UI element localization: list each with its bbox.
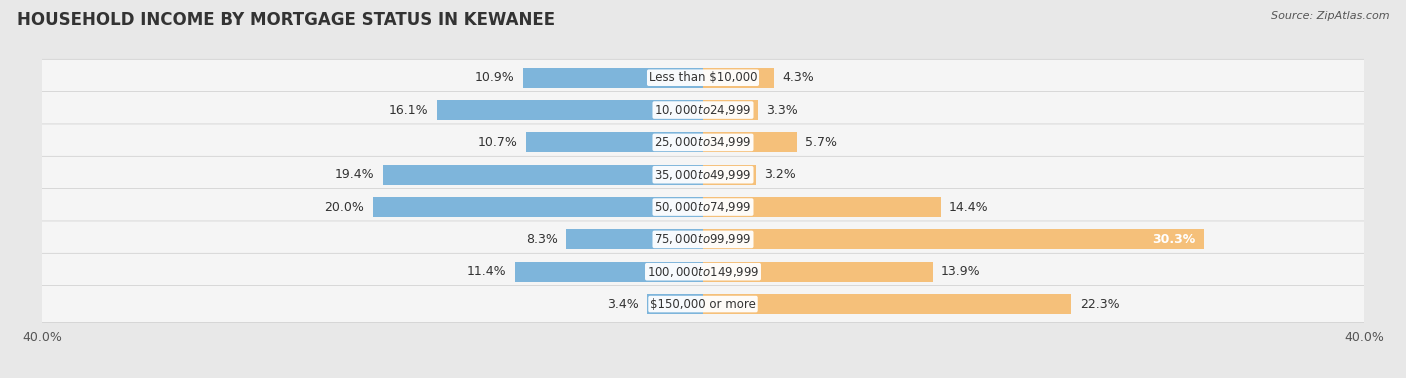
Bar <box>526 132 703 152</box>
Bar <box>565 229 703 249</box>
FancyBboxPatch shape <box>30 156 1376 193</box>
FancyBboxPatch shape <box>30 124 1376 161</box>
Text: $25,000 to $34,999: $25,000 to $34,999 <box>654 135 752 149</box>
Text: 11.4%: 11.4% <box>467 265 506 278</box>
Text: 22.3%: 22.3% <box>1080 297 1119 311</box>
FancyBboxPatch shape <box>30 253 1376 290</box>
Text: Less than $10,000: Less than $10,000 <box>648 71 758 84</box>
Text: 4.3%: 4.3% <box>782 71 814 84</box>
Bar <box>647 294 703 314</box>
Text: 14.4%: 14.4% <box>949 201 988 214</box>
Text: $35,000 to $49,999: $35,000 to $49,999 <box>654 168 752 182</box>
Bar <box>703 197 941 217</box>
FancyBboxPatch shape <box>30 189 1376 226</box>
Text: $150,000 or more: $150,000 or more <box>650 297 756 311</box>
Text: 3.4%: 3.4% <box>607 297 638 311</box>
Text: 8.3%: 8.3% <box>526 233 558 246</box>
Text: 30.3%: 30.3% <box>1152 233 1195 246</box>
Bar <box>703 68 775 88</box>
Bar <box>373 197 703 217</box>
Text: $100,000 to $149,999: $100,000 to $149,999 <box>647 265 759 279</box>
Bar <box>703 132 797 152</box>
FancyBboxPatch shape <box>30 91 1376 129</box>
FancyBboxPatch shape <box>30 59 1376 96</box>
Bar <box>703 229 1204 249</box>
Bar <box>703 100 758 120</box>
Bar <box>382 165 703 185</box>
Text: $75,000 to $99,999: $75,000 to $99,999 <box>654 232 752 246</box>
Text: 3.3%: 3.3% <box>766 104 797 116</box>
Text: $10,000 to $24,999: $10,000 to $24,999 <box>654 103 752 117</box>
Bar <box>703 294 1071 314</box>
Text: 13.9%: 13.9% <box>941 265 980 278</box>
Text: Source: ZipAtlas.com: Source: ZipAtlas.com <box>1271 11 1389 21</box>
Text: HOUSEHOLD INCOME BY MORTGAGE STATUS IN KEWANEE: HOUSEHOLD INCOME BY MORTGAGE STATUS IN K… <box>17 11 555 29</box>
Text: 16.1%: 16.1% <box>389 104 429 116</box>
Bar <box>703 165 756 185</box>
Text: 3.2%: 3.2% <box>763 168 796 181</box>
FancyBboxPatch shape <box>30 221 1376 258</box>
Text: 20.0%: 20.0% <box>325 201 364 214</box>
Text: 10.7%: 10.7% <box>478 136 517 149</box>
Bar <box>437 100 703 120</box>
Text: $50,000 to $74,999: $50,000 to $74,999 <box>654 200 752 214</box>
Text: 5.7%: 5.7% <box>806 136 838 149</box>
Text: 19.4%: 19.4% <box>335 168 374 181</box>
Bar <box>515 262 703 282</box>
Bar <box>523 68 703 88</box>
FancyBboxPatch shape <box>30 286 1376 322</box>
Text: 10.9%: 10.9% <box>475 71 515 84</box>
Bar <box>703 262 932 282</box>
